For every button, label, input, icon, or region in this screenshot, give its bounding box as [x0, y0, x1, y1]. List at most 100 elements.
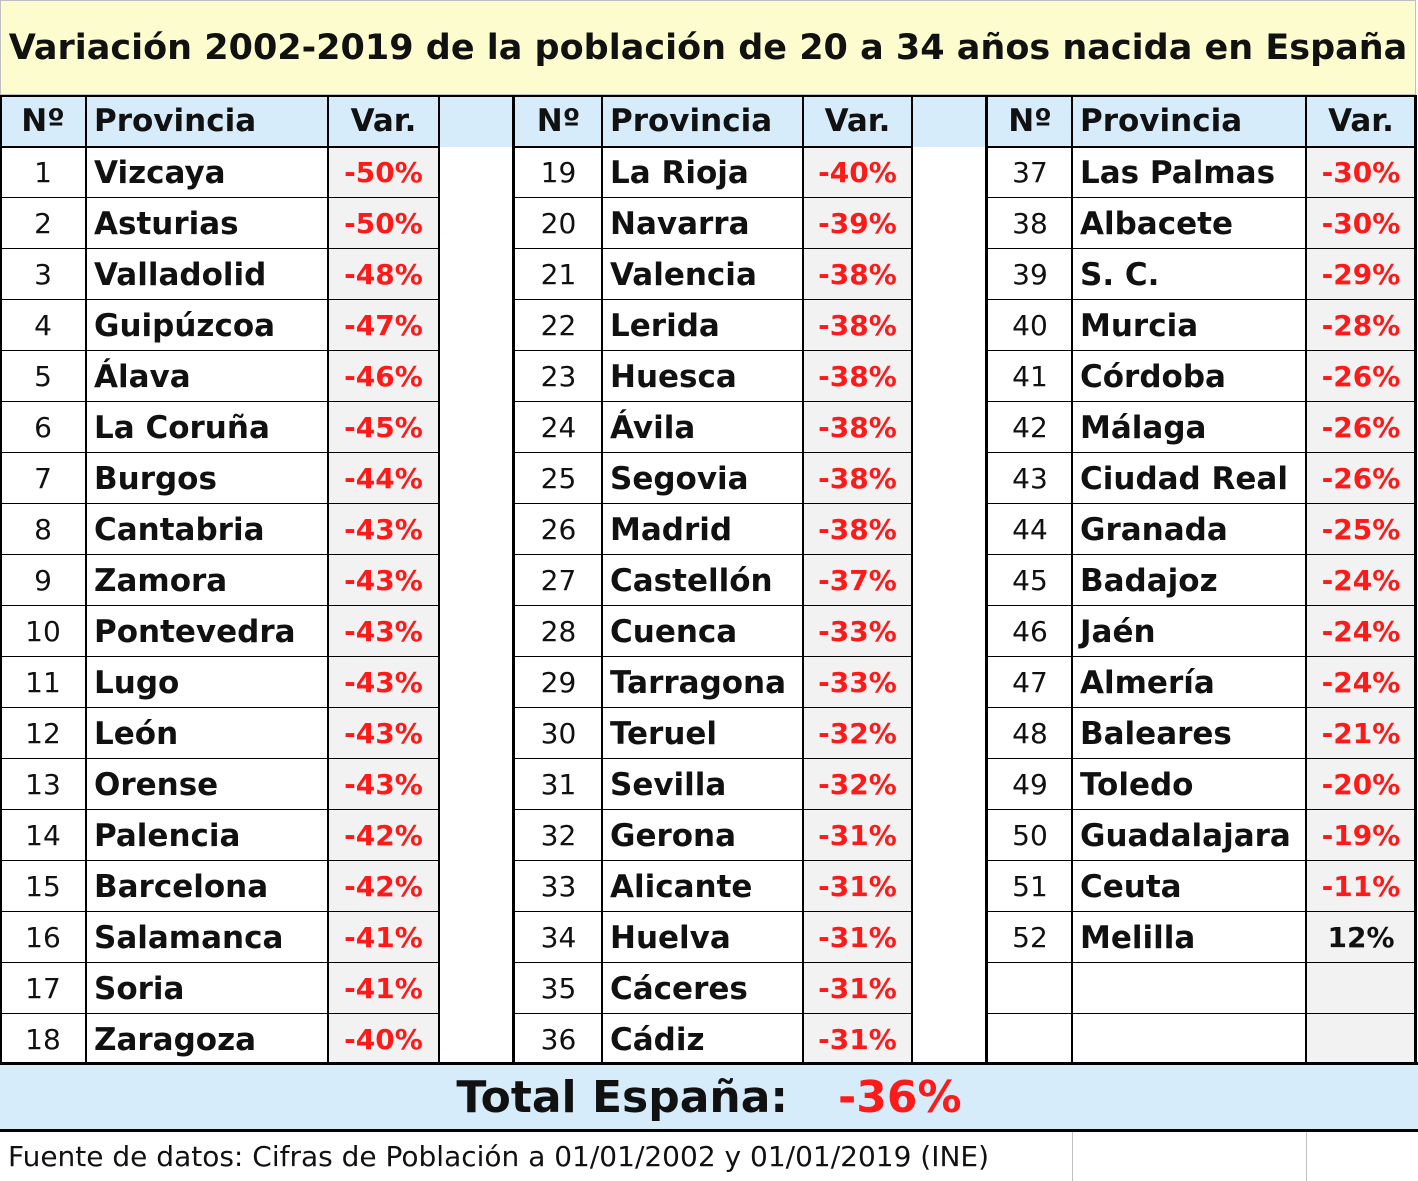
row-divider [0, 707, 439, 708]
variation-value: -39% [803, 198, 912, 249]
row-divider [988, 911, 1416, 912]
variation-value: 12% [1306, 912, 1416, 963]
province-name: Cáceres [610, 970, 748, 1007]
row-number: 52 [1012, 921, 1048, 954]
variation-value: -28% [1306, 300, 1416, 351]
row-number: 33 [540, 870, 577, 903]
province-name: Ceuta [1080, 868, 1182, 905]
total-label: Total España: [456, 1071, 788, 1123]
province-name: Soria [94, 970, 185, 1007]
variation-value: -43% [328, 504, 439, 555]
row-number: 44 [1012, 513, 1048, 546]
page-title: Variación 2002-2019 de la población de 2… [0, 0, 1416, 95]
variation-value: -42% [328, 861, 439, 912]
province-name: Jaén [1080, 613, 1156, 650]
province-name: La Rioja [610, 154, 749, 191]
row-divider [0, 503, 439, 504]
block-border [985, 95, 988, 1062]
variation-value: -41% [328, 912, 439, 963]
row-number: 3 [34, 258, 52, 291]
province-name: Baleares [1080, 715, 1232, 752]
column-divider [911, 95, 913, 1062]
row-number: 50 [1012, 819, 1048, 852]
province-name: Albacete [1080, 205, 1233, 242]
row-divider [515, 860, 912, 861]
province-name: Zaragoza [94, 1021, 257, 1058]
row-number: 30 [540, 717, 577, 750]
row-number: 46 [1012, 615, 1048, 648]
row-divider [515, 401, 912, 402]
row-divider [515, 248, 912, 249]
row-number: 42 [1012, 411, 1048, 444]
variation-value: -24% [1306, 606, 1416, 657]
row-divider [0, 860, 439, 861]
province-name: Las Palmas [1080, 154, 1276, 191]
row-divider [988, 146, 1416, 148]
row-divider [988, 656, 1416, 657]
province-table: Nº Provincia Var. 1 Vizcaya -50% 2 Asturias -50%… [0, 95, 1418, 1065]
variation-value: -33% [803, 657, 912, 708]
row-number: 39 [1012, 258, 1048, 291]
variation-value: -40% [328, 1014, 439, 1065]
row-divider [0, 656, 439, 657]
row-divider [988, 707, 1416, 708]
province-name: Ciudad Real [1080, 460, 1288, 497]
column-divider [438, 95, 440, 1062]
province-name: Salamanca [94, 919, 284, 956]
province-name: Lugo [94, 664, 180, 701]
row-number: 45 [1012, 564, 1048, 597]
variation-value: -24% [1306, 657, 1416, 708]
variation-value: -43% [328, 657, 439, 708]
row-divider [515, 503, 912, 504]
source-cell-divider [1306, 1132, 1307, 1181]
province-name: Teruel [610, 715, 718, 752]
row-divider [988, 197, 1416, 198]
row-divider [988, 299, 1416, 300]
variation-value: -46% [328, 351, 439, 402]
province-name: Burgos [94, 460, 217, 497]
row-divider [988, 554, 1416, 555]
row-divider [515, 1013, 912, 1014]
row-divider [515, 962, 912, 963]
header-provincia: Provincia [602, 95, 803, 147]
column-divider [1071, 95, 1073, 1062]
variation-value: -50% [328, 198, 439, 249]
province-name: Pontevedra [94, 613, 296, 650]
total-value: -36% [838, 1071, 962, 1123]
variation-value: -31% [803, 1014, 912, 1065]
variation-value: -32% [803, 708, 912, 759]
province-name: S. C. [1080, 256, 1160, 293]
variation-value: -45% [328, 402, 439, 453]
row-divider [0, 452, 439, 453]
row-divider [0, 197, 439, 198]
province-name: Málaga [1080, 409, 1207, 446]
column-divider [802, 95, 804, 1062]
outer-border [0, 95, 2, 1062]
variation-value: -43% [328, 606, 439, 657]
variation-value: -43% [328, 759, 439, 810]
row-number: 32 [540, 819, 577, 852]
row-number: 34 [540, 921, 577, 954]
province-name: Cádiz [610, 1021, 705, 1058]
row-divider [988, 1013, 1416, 1014]
variation-value: -38% [803, 249, 912, 300]
province-name: Ávila [610, 409, 696, 446]
row-number: 7 [34, 462, 52, 495]
province-name: Orense [94, 766, 219, 803]
source-cell-divider [1072, 1132, 1073, 1181]
row-divider [988, 962, 1416, 963]
variation-value: -33% [803, 606, 912, 657]
row-divider [0, 962, 439, 963]
province-name: Barcelona [94, 868, 269, 905]
row-number: 29 [540, 666, 577, 699]
variation-value: -41% [328, 963, 439, 1014]
variation-value: -31% [803, 810, 912, 861]
province-name: León [94, 715, 179, 752]
variation-value: -25% [1306, 504, 1416, 555]
row-number: 18 [25, 1023, 61, 1056]
row-divider [515, 605, 912, 606]
variation-value: -48% [328, 249, 439, 300]
row-divider [988, 860, 1416, 861]
variation-value: -31% [803, 861, 912, 912]
row-number: 12 [25, 717, 61, 750]
